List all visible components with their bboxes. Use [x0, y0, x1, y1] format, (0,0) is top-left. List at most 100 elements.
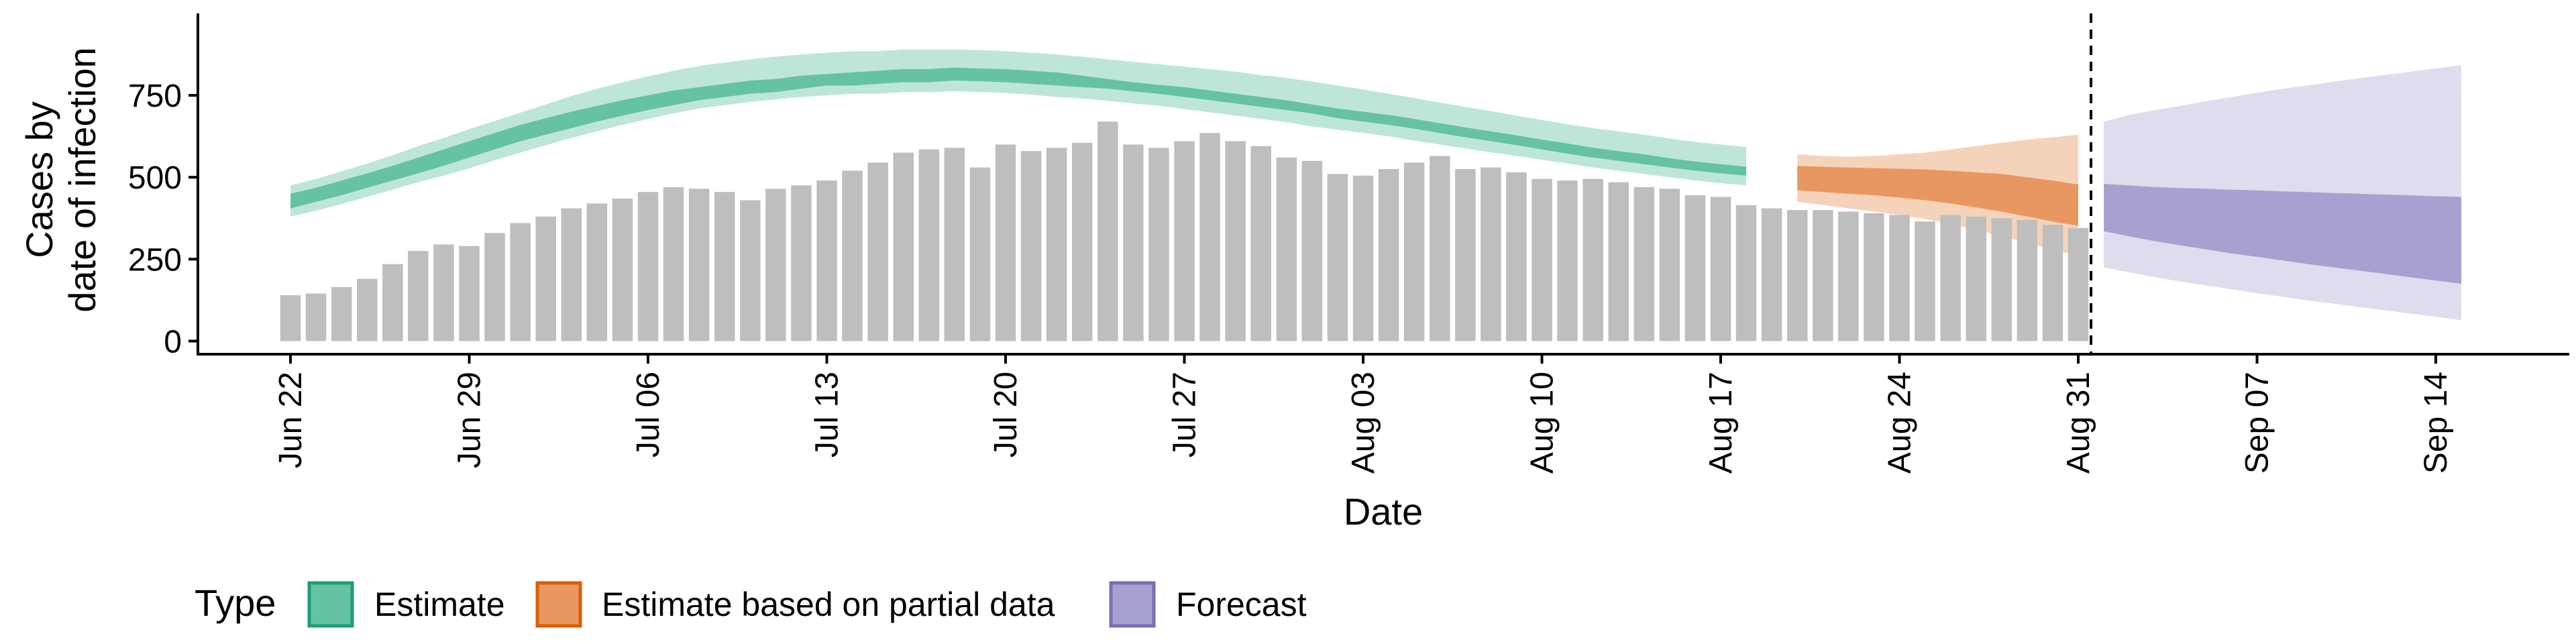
- case-bar: [1761, 208, 1782, 341]
- case-bar: [1582, 178, 1603, 341]
- case-bar: [1403, 162, 1425, 341]
- case-bar: [969, 167, 991, 341]
- x-tick-label: Jul 13: [810, 372, 845, 458]
- case-bar: [1378, 169, 1399, 341]
- case-bar: [305, 293, 327, 341]
- case-bar: [1813, 210, 1833, 341]
- case-bar: [765, 189, 786, 341]
- case-bar: [1020, 151, 1042, 341]
- case-bar: [1659, 189, 1680, 341]
- x-tick-label: Aug 10: [1525, 372, 1560, 474]
- forecast-inner-band: [2104, 184, 2462, 284]
- case-bar: [1506, 172, 1527, 341]
- case-bar: [637, 192, 659, 341]
- case-bar: [1735, 205, 1757, 341]
- case-bar: [1352, 175, 1374, 341]
- case-bar: [1991, 218, 2012, 341]
- x-tick-label: Aug 17: [1703, 372, 1739, 474]
- legend-label-estimate: Estimate: [374, 586, 505, 623]
- case-bar: [612, 199, 633, 341]
- x-tick-label: Jun 29: [452, 372, 488, 468]
- case-bar: [1532, 178, 1552, 341]
- x-tick-label: Jul 20: [988, 372, 1024, 458]
- case-bar: [2017, 219, 2038, 341]
- case-bar: [510, 223, 531, 341]
- case-bar: [561, 208, 582, 341]
- case-bar: [1915, 221, 1935, 341]
- case-bar: [1123, 144, 1144, 341]
- legend: Type Estimate Estimate based on partial …: [195, 581, 1307, 628]
- legend-key-forecast: [1109, 581, 1156, 628]
- case-bar: [1174, 141, 1195, 341]
- case-bar: [1046, 148, 1067, 341]
- bars-layer: [280, 121, 2089, 341]
- case-bar: [382, 264, 403, 341]
- legend-key-estimate: [307, 581, 354, 628]
- case-bar: [918, 149, 940, 341]
- case-bar: [1940, 215, 1961, 341]
- case-bar: [535, 216, 556, 341]
- case-bar: [357, 278, 378, 341]
- estimate-outer-band: [290, 49, 1747, 217]
- case-bar: [1072, 142, 1093, 341]
- case-bar: [1889, 215, 1910, 341]
- legend-label-forecast: Forecast: [1176, 586, 1307, 623]
- y-tick-label: 500: [128, 160, 182, 196]
- case-bar: [1557, 180, 1578, 341]
- y-axis-title-line-2: date of infection: [61, 47, 103, 312]
- ribbons-layer: [290, 49, 2462, 321]
- y-tick-label: 0: [164, 324, 182, 360]
- case-bar: [1633, 186, 1655, 341]
- case-bar: [740, 200, 761, 341]
- case-bar: [2042, 225, 2063, 341]
- case-bar: [1250, 146, 1271, 341]
- case-bar: [1684, 195, 1706, 341]
- case-bar: [459, 246, 480, 341]
- x-axis-title: Date: [1344, 490, 1423, 533]
- case-bar: [1966, 216, 1986, 341]
- case-bar: [1276, 157, 1297, 341]
- case-bar: [1864, 213, 1884, 341]
- legend-label-partial: Estimate based on partial data: [602, 586, 1055, 623]
- case-bar: [842, 170, 863, 341]
- case-bar: [433, 244, 454, 341]
- x-tick-label: Aug 03: [1346, 372, 1381, 474]
- case-bar: [1097, 121, 1118, 341]
- case-bar: [995, 144, 1016, 341]
- y-tick-label: 750: [128, 78, 182, 114]
- case-bar: [1327, 174, 1348, 341]
- case-bar: [944, 148, 965, 341]
- x-tick-label: Sep 07: [2240, 372, 2275, 474]
- case-bar: [714, 192, 735, 341]
- x-tick-label: Aug 31: [2061, 372, 2096, 474]
- case-bar: [688, 189, 710, 341]
- case-bar: [1148, 148, 1169, 341]
- case-bar: [1838, 211, 1859, 341]
- case-bar: [791, 185, 812, 341]
- legend-title: Type: [195, 582, 276, 624]
- case-bar: [867, 162, 888, 341]
- case-bar: [1787, 210, 1808, 341]
- x-axis-ticks: Jun 22 Jun 29 Jul 06 Jul 13 Jul 20 Jul 27 Aug …: [273, 354, 2454, 474]
- case-bar: [484, 233, 505, 341]
- case-bar: [1301, 160, 1323, 341]
- estimate-inner-band: [290, 67, 1747, 209]
- case-bar: [331, 286, 352, 341]
- case-bar: [408, 251, 429, 341]
- case-bar: [1225, 141, 1246, 341]
- case-bar: [280, 295, 301, 341]
- x-tick-label: Jul 27: [1167, 372, 1203, 458]
- case-bar: [1710, 197, 1731, 341]
- x-tick-label: Jul 06: [631, 372, 666, 458]
- case-bar: [2068, 227, 2089, 341]
- case-bar: [663, 186, 684, 341]
- case-bar: [1430, 156, 1450, 341]
- case-bar: [1199, 133, 1220, 341]
- y-axis-title-line-1: Cases by: [18, 101, 60, 258]
- case-bar: [586, 203, 608, 341]
- x-tick-label: Aug 24: [1882, 372, 1918, 474]
- case-bar: [1481, 167, 1501, 341]
- case-bar: [1455, 169, 1476, 341]
- legend-key-partial: [535, 581, 582, 628]
